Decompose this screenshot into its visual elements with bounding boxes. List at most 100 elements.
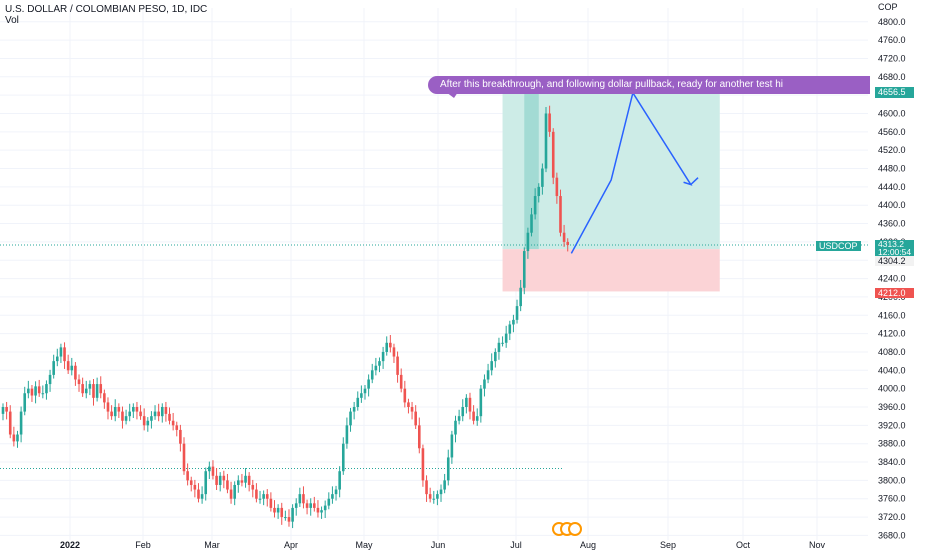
candle-body [276,507,280,513]
candle-body [403,388,407,403]
candle-body [41,393,45,395]
candle-body [305,503,309,508]
candle-body [374,365,378,371]
idea-annotation[interactable]: After this breakthrough, and following d… [428,76,870,94]
candle [421,444,425,487]
candle [52,354,55,379]
candle-body [443,480,446,490]
price-tick-label: 4600.0 [878,108,906,118]
candle [240,473,244,487]
candle-body [244,475,247,483]
candle-body [494,351,497,362]
candle-body [298,494,302,504]
candle [356,391,360,411]
candle-body [378,361,381,366]
idea-pointer [446,92,458,98]
time-tick-label: 2022 [60,540,80,550]
candle-body [526,232,530,252]
candle [276,504,280,519]
candle-body [410,407,414,412]
candle [472,405,475,425]
candle [182,437,186,475]
time-tick-label: Nov [809,540,826,550]
candle-body [27,388,30,394]
candle [218,472,222,492]
candle [124,409,128,425]
candle [146,417,150,432]
candle [465,394,468,414]
events-icon[interactable] [552,522,582,536]
candle-body [515,306,519,320]
candle-body [99,384,103,394]
candle [164,401,168,422]
candle-body [160,407,164,417]
candle-body [237,480,240,485]
projection-line [570,90,699,254]
candle-body [171,420,175,426]
candle-body [255,489,258,499]
price-tick-label: 4120.0 [878,329,906,339]
candle [135,401,139,420]
candle-body [508,324,512,334]
candle-body [501,342,504,344]
candle [45,380,48,400]
candle [12,426,16,447]
candle-body [457,416,461,421]
price-tick-label: 4080.0 [878,347,906,357]
candle [247,472,251,492]
candle-body [12,434,16,442]
candle [265,489,269,507]
candle [374,357,378,376]
candle [81,377,84,397]
candle-body [349,411,352,426]
candle [457,409,461,425]
candle-body [450,434,454,458]
price-tick-label: 4520.0 [878,145,906,155]
candle [70,357,74,376]
candle [378,357,381,373]
price-tick-label: 4680.0 [878,72,906,82]
event-flag-icon[interactable] [568,522,582,536]
candle-body [186,471,189,481]
candle-body [113,407,117,417]
candle-body [522,251,526,288]
candle-body [483,379,486,389]
candle-body [204,471,208,495]
symbol-price-label: USDCOP [816,241,861,251]
candle-body [45,384,48,394]
candle [454,415,457,443]
candle-body [320,510,323,513]
candle [512,314,515,333]
candle-body [168,413,171,421]
candle [215,467,218,491]
candle-body [8,411,12,435]
candle-body [251,484,255,490]
candle [323,500,327,518]
stop-loss-zone [502,249,720,292]
candle [363,384,367,400]
candle-body [215,475,218,485]
candle-body [182,443,186,472]
time-tick-label: May [355,540,373,550]
candle-body [128,411,131,417]
candle [84,380,88,399]
candle [113,399,117,422]
candle [200,486,204,504]
candle [519,279,522,312]
candle-body [381,351,385,362]
candle-body [479,388,483,417]
candle [273,500,276,518]
candle-body [421,448,425,481]
candle-body [370,370,374,380]
candle [313,496,316,512]
candle-body [287,517,291,522]
price-tick-label: 3680.0 [878,530,906,540]
candle-body [16,434,19,442]
candle-body [537,186,541,197]
candle [566,238,570,252]
time-tick-label: Mar [204,540,220,550]
candle-body [146,420,150,426]
candle-body [392,347,396,357]
candle [233,481,236,506]
